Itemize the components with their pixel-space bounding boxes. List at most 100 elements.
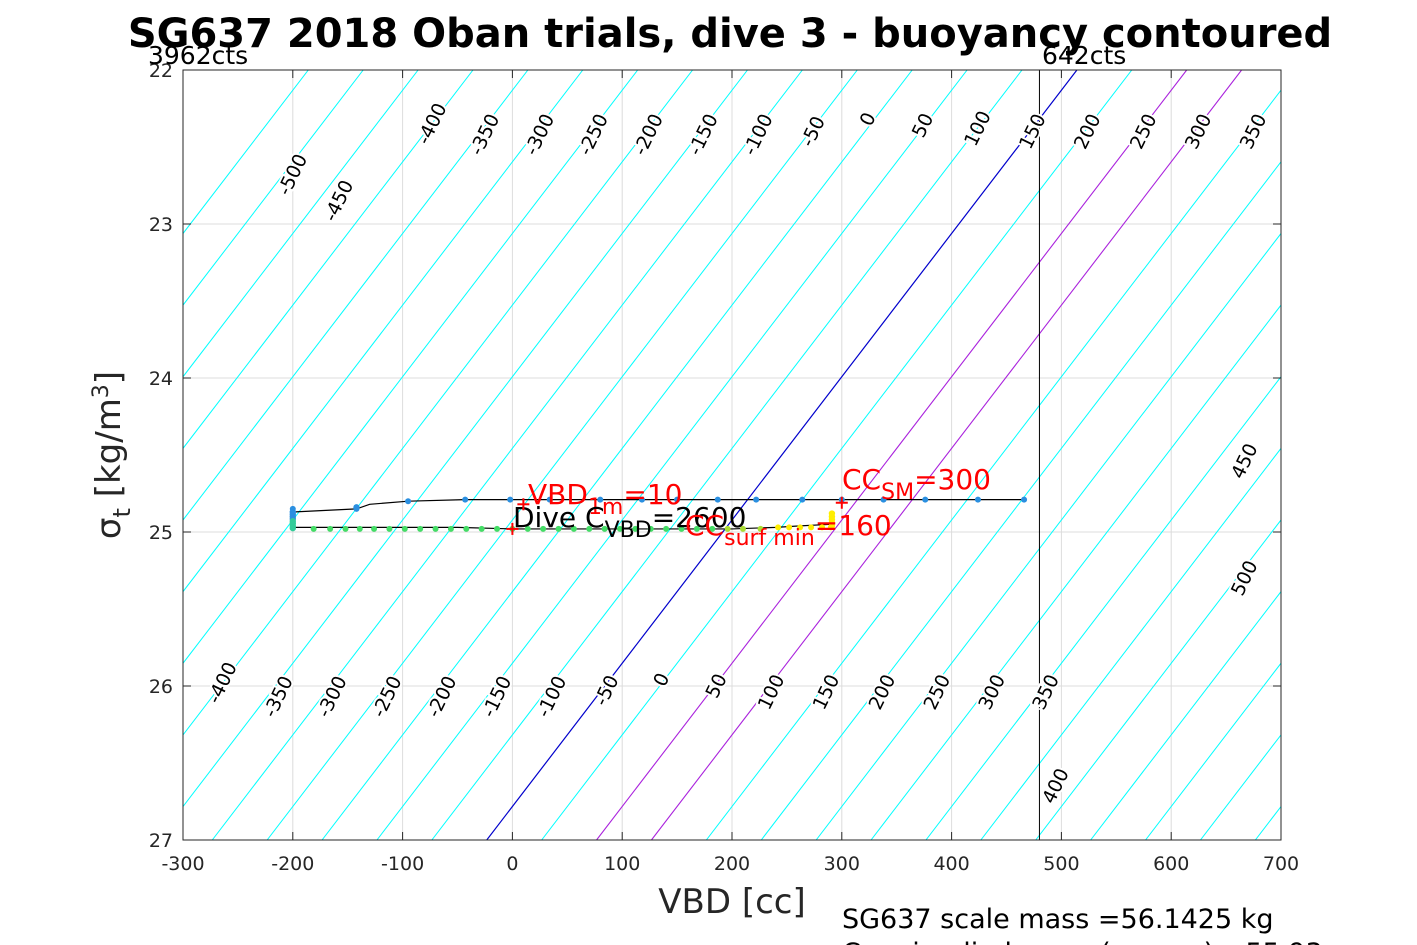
- x-tick-label: -300: [161, 853, 204, 875]
- footer-implied-mass: CVBD implied mass (approx) =55.93: [842, 938, 1323, 945]
- dive-up-point: [524, 525, 531, 532]
- contour-label: -400: [413, 100, 452, 148]
- contour-line: [321, 70, 913, 840]
- dive-series: [289, 496, 1028, 532]
- dive-up-point: [739, 525, 746, 532]
- dive-up-point: [601, 525, 608, 532]
- dive-down-point: [405, 498, 412, 505]
- dive-down-point: [880, 496, 887, 503]
- contour-line: [705, 89, 1281, 840]
- contour-label: -150: [478, 673, 517, 721]
- vbd-1m-annotation: VBD1m=10: [528, 478, 682, 520]
- neutral-contour-line: [486, 70, 1078, 840]
- contour-label: 150: [1015, 110, 1051, 152]
- dive-up-point: [786, 524, 793, 531]
- contour-line: [1310, 70, 1417, 840]
- dive-down-point: [638, 496, 645, 503]
- contour-label: -150: [684, 110, 723, 158]
- dive-up-point: [540, 525, 547, 532]
- dive-up-point: [417, 525, 424, 532]
- dive-up-point: [327, 525, 334, 532]
- count-label-left: 3962cts: [148, 41, 248, 70]
- x-tick-label: 0: [506, 853, 518, 875]
- dive-down-point: [353, 505, 360, 512]
- contour-label: 0: [856, 109, 881, 130]
- contour-label: 200: [1070, 110, 1106, 152]
- y-tick-label: 27: [149, 830, 173, 852]
- contour-line: [431, 70, 1023, 840]
- contour-label: -350: [259, 673, 298, 721]
- contour-label: -250: [574, 110, 613, 158]
- dive-up-point: [617, 525, 624, 532]
- dive-up-point: [310, 525, 317, 532]
- dive-up-point: [494, 525, 501, 532]
- contour-line: [183, 70, 419, 378]
- dive-c-vbd-annotation: Dive CVBD=2600: [513, 501, 746, 543]
- dive-up-point: [797, 524, 804, 531]
- dive-up-point: [808, 524, 815, 531]
- dive-down-point: [974, 496, 981, 503]
- dive-down-point: [753, 496, 760, 503]
- x-tick-label: 300: [824, 853, 860, 875]
- contour-line: [183, 70, 748, 808]
- dive-up-point: [432, 525, 439, 532]
- x-tick-label: 600: [1153, 853, 1189, 875]
- contour-label: -300: [521, 110, 560, 158]
- yellow-point: [828, 522, 836, 530]
- dive-up-point: [693, 525, 700, 532]
- contour-label: 300: [974, 671, 1010, 713]
- dive-down-point: [289, 505, 296, 512]
- contour-label: 300: [1181, 110, 1217, 152]
- dive-up-point: [586, 525, 593, 532]
- dive-up-point: [478, 525, 485, 532]
- dive-up-point: [647, 525, 654, 532]
- contour-line: [1145, 662, 1281, 840]
- y-tick-label: 26: [149, 676, 173, 698]
- contour-label: -50: [797, 113, 830, 151]
- y-tick-label: 25: [149, 522, 173, 544]
- dive-down-point: [674, 496, 681, 503]
- dive-up-point: [757, 525, 764, 532]
- contour-label: -500: [273, 151, 312, 199]
- dive-up-point: [632, 525, 639, 532]
- x-tick-label: -100: [381, 853, 424, 875]
- buoyancy-contours: [183, 70, 1417, 840]
- contour-label: 250: [919, 671, 955, 713]
- contour-line: [1035, 519, 1281, 840]
- contour-label: -350: [466, 110, 505, 158]
- contour-label: -400: [203, 659, 242, 707]
- dive-down-point: [714, 496, 721, 503]
- contour-label: -200: [629, 110, 668, 158]
- contour-label: -50: [590, 672, 623, 710]
- dive-down-point: [462, 496, 469, 503]
- contour-label: 200: [865, 671, 901, 713]
- y-tick-label: 24: [149, 368, 173, 390]
- contour-line: [870, 304, 1281, 840]
- contour-label: -200: [423, 673, 462, 721]
- contour-line: [1090, 590, 1281, 840]
- count-label-right: 642cts: [1042, 41, 1126, 70]
- y-tick-label: 22: [149, 60, 173, 82]
- footer: SG637 scale mass =56.1425 kg CVBD implied…: [842, 904, 1323, 945]
- cc-surf-min-annotation: CCsurf min=160: [685, 509, 892, 551]
- chart-title: SG637 2018 Oban trials, dive 3 - buoyanc…: [128, 11, 1332, 57]
- contour-line: [183, 70, 309, 235]
- dive-up-point: [371, 525, 378, 532]
- contour-line: [925, 375, 1281, 840]
- contour-line: [815, 232, 1281, 840]
- contour-line: [183, 70, 694, 736]
- contour-labels: -500-450-400 -350 -300 -250 -200 -150 -100 -50 0…: [201, 98, 1273, 810]
- contour-line: [760, 161, 1281, 840]
- dive-up-point: [356, 525, 363, 532]
- dive-up-point: [342, 525, 349, 532]
- contour-line: [183, 70, 474, 450]
- contour-line: [541, 70, 1133, 840]
- dive-up-point: [775, 524, 782, 531]
- dive-down-point: [507, 496, 514, 503]
- dive-down-point: [597, 496, 604, 503]
- contour-label: -100: [739, 110, 778, 158]
- axis-ticks: -300 -200 -100 0 100 200 300 400 500 600 700222324…: [149, 60, 1299, 875]
- dive-up-point: [678, 525, 685, 532]
- contour-label: 400: [1038, 765, 1074, 807]
